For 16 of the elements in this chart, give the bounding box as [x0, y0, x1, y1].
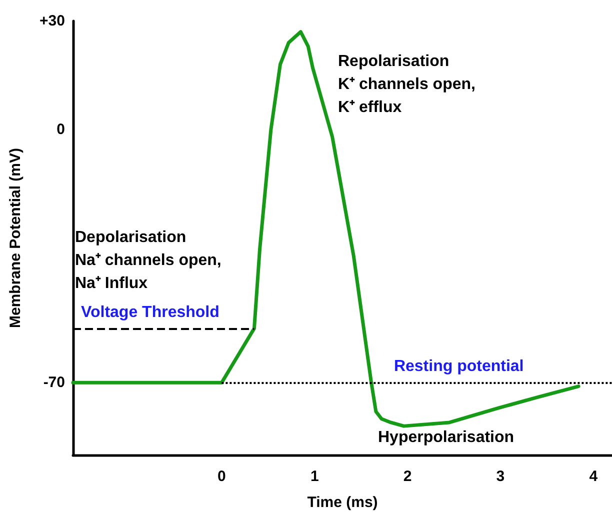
x-axis-title: Time (ms)	[307, 494, 378, 511]
annotation: Hyperpolarisation	[378, 429, 514, 446]
x-tick-label: 2	[403, 468, 412, 485]
x-tick-label: 4	[589, 468, 598, 485]
x-tick-label: 0	[218, 468, 226, 485]
y-tick-label: -70	[43, 374, 65, 392]
y-tick-label: 0	[56, 121, 65, 138]
y-tick-label: +30	[40, 12, 65, 30]
x-tick-label: 3	[496, 468, 505, 485]
y-axis-title: Membrane Potential (mV)	[7, 148, 24, 328]
ref-line-label: Voltage Threshold	[81, 304, 220, 321]
ref-line-label: Resting potential	[394, 358, 524, 376]
line-series	[71, 30, 580, 428]
annotation: Depolarisation Na⁺ channels open, Na⁺ Influx	[75, 229, 222, 292]
x-tick-label: 1	[310, 468, 319, 485]
annotation: Repolarisation K⁺ channels open, K⁺ efflux	[338, 53, 476, 116]
